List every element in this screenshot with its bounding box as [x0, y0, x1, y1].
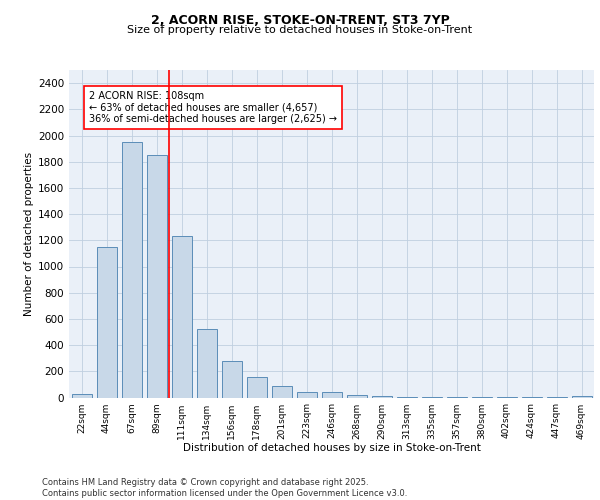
- Bar: [371, 396, 392, 398]
- Bar: [172, 236, 191, 398]
- Bar: [71, 394, 91, 398]
- Bar: [347, 395, 367, 398]
- Bar: [97, 247, 116, 398]
- Y-axis label: Number of detached properties: Number of detached properties: [24, 152, 34, 316]
- Text: Contains HM Land Registry data © Crown copyright and database right 2025.
Contai: Contains HM Land Registry data © Crown c…: [42, 478, 407, 498]
- Bar: [322, 392, 341, 398]
- Text: Size of property relative to detached houses in Stoke-on-Trent: Size of property relative to detached ho…: [127, 25, 473, 35]
- Bar: [221, 362, 241, 398]
- Bar: [296, 392, 317, 398]
- Text: 2 ACORN RISE: 108sqm
← 63% of detached houses are smaller (4,657)
36% of semi-de: 2 ACORN RISE: 108sqm ← 63% of detached h…: [89, 91, 337, 124]
- Text: 2, ACORN RISE, STOKE-ON-TRENT, ST3 7YP: 2, ACORN RISE, STOKE-ON-TRENT, ST3 7YP: [151, 14, 449, 27]
- Bar: [247, 377, 266, 398]
- Bar: [121, 142, 142, 398]
- Bar: [197, 330, 217, 398]
- Bar: [571, 396, 592, 398]
- Bar: [146, 155, 167, 398]
- Bar: [271, 386, 292, 398]
- Bar: [397, 397, 416, 398]
- X-axis label: Distribution of detached houses by size in Stoke-on-Trent: Distribution of detached houses by size …: [182, 443, 481, 453]
